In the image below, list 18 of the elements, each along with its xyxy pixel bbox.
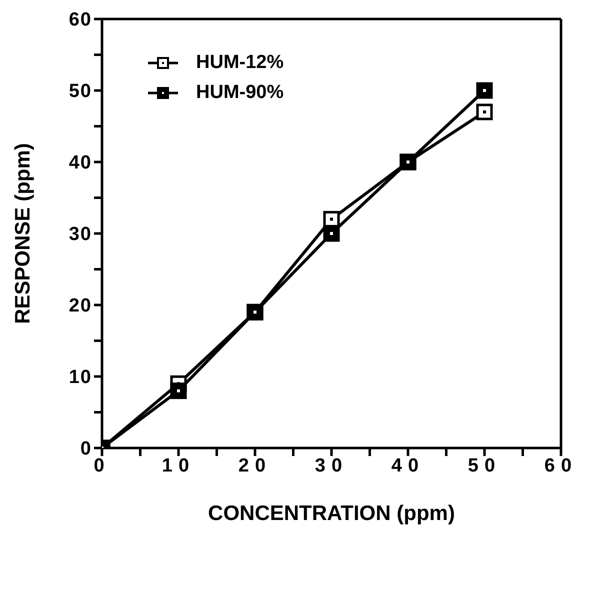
y-tick-label: 20	[68, 296, 92, 317]
x-axis-title: CONCENTRATION (ppm)	[208, 502, 455, 525]
x-tick-label: 20	[238, 455, 272, 476]
legend-label: HUM-12%	[196, 52, 284, 74]
y-tick-label: 60	[68, 10, 92, 31]
y-axis-title: RESPONSE (ppm)	[11, 143, 34, 324]
legend-label: HUM-90%	[196, 82, 284, 104]
y-tick-label: 50	[68, 81, 92, 102]
x-tick-label: 40	[391, 455, 425, 476]
y-tick-label: 40	[68, 152, 92, 174]
y-tick-label: 0	[80, 438, 92, 460]
y-tick-label: 10	[68, 367, 92, 388]
x-tick-label: 50	[468, 455, 502, 476]
x-tick-label: 10	[162, 455, 196, 476]
x-tick-label: 0	[94, 455, 110, 476]
x-tick-label: 60	[544, 455, 578, 476]
y-tick-label: 30	[68, 224, 92, 246]
x-tick-label: 30	[314, 455, 348, 476]
